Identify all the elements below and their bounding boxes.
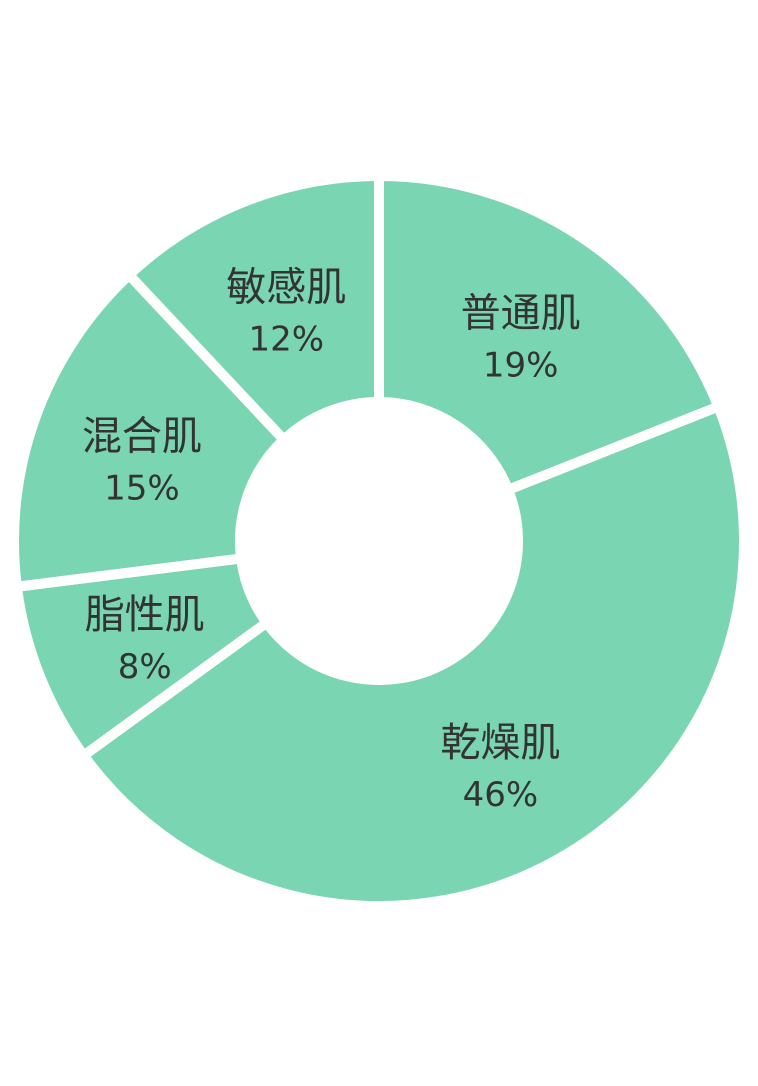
slice-1 [76, 400, 749, 911]
slice-4 [122, 170, 384, 447]
slice-value-label: 19% [483, 346, 559, 386]
slice-3 [9, 267, 291, 593]
slice-label: 混合肌 [82, 414, 202, 460]
slice-value-label: 8% [118, 647, 172, 687]
slice-value-label: 12% [248, 320, 324, 360]
slice-label: 普通肌 [461, 291, 581, 337]
slice-label: 敏感肌 [226, 265, 346, 311]
slice-0 [374, 170, 725, 497]
slice-label: 乾燥肌 [440, 720, 560, 766]
slice-label: 脂性肌 [85, 592, 205, 638]
slice-value-label: 46% [463, 775, 539, 815]
slice-value-label: 15% [104, 469, 180, 509]
